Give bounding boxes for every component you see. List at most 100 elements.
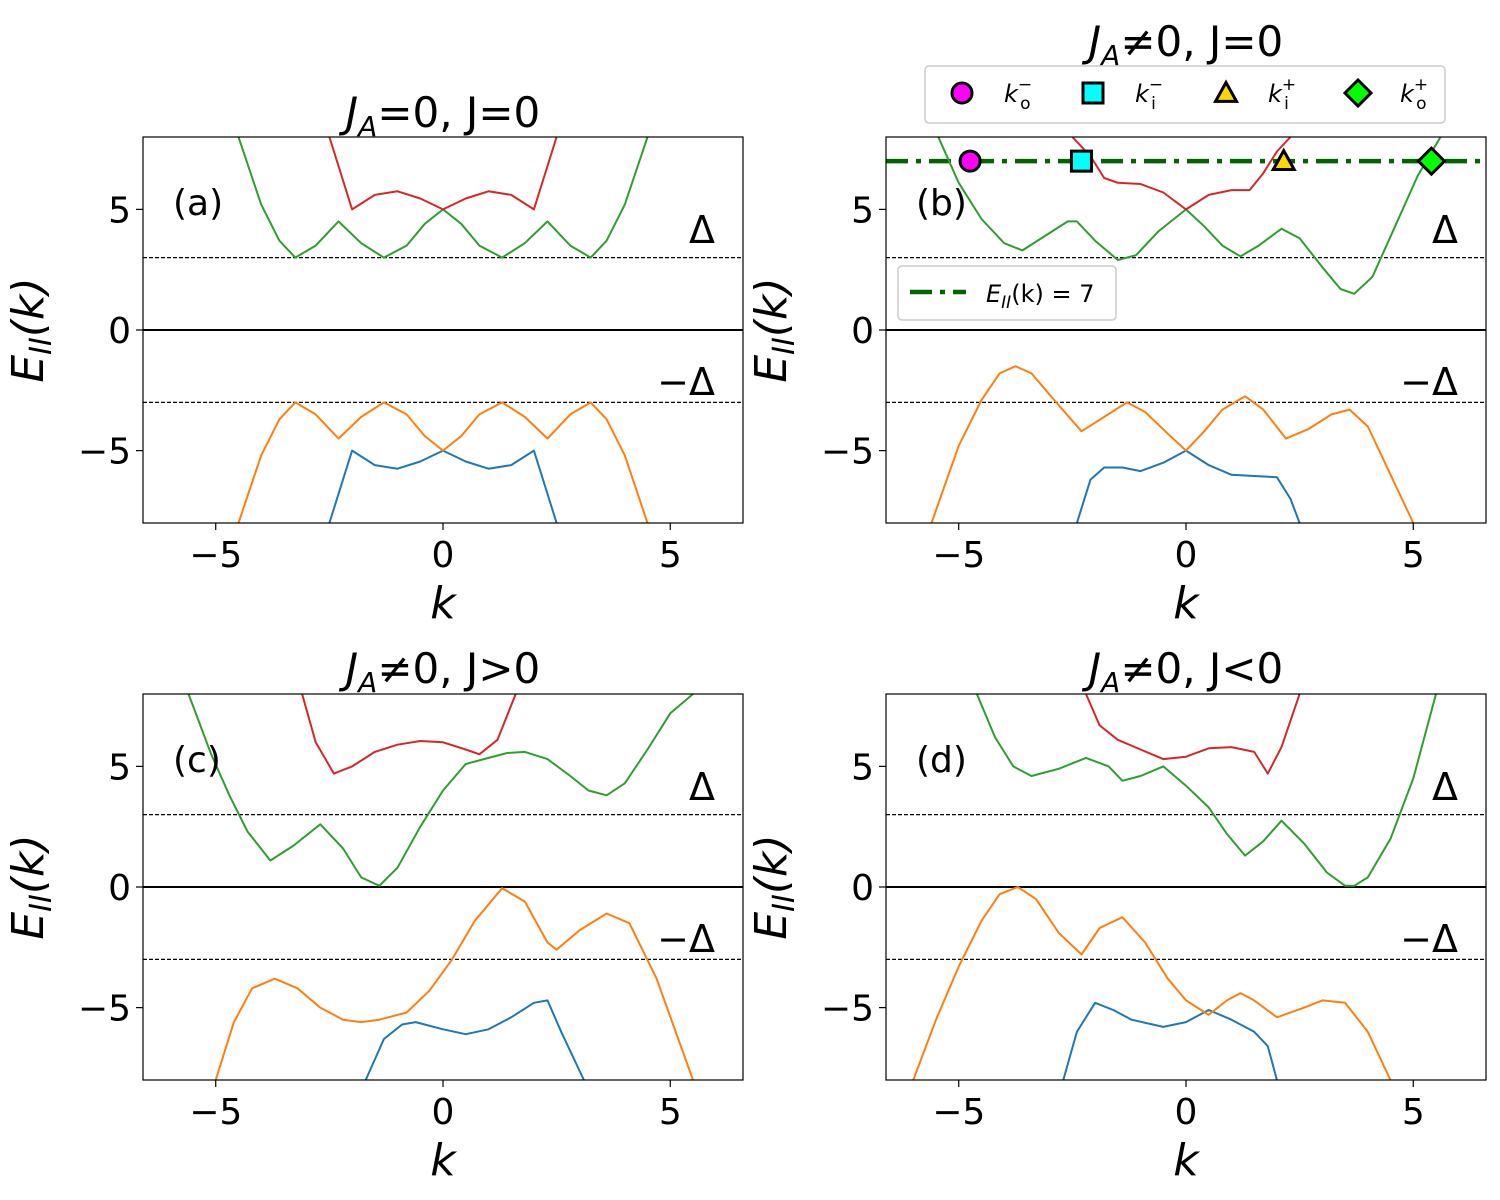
x-tick-label: 5	[659, 535, 682, 576]
series-line-2	[930, 365, 1415, 523]
series-line-3	[187, 694, 694, 887]
gap-label-upper: Δ	[1432, 208, 1458, 252]
legend-label: k− i	[1135, 75, 1163, 114]
gap-label-upper: Δ	[1432, 765, 1458, 809]
legend-label-base: k	[1004, 80, 1019, 108]
y-tick-label: 5	[851, 747, 874, 788]
chart-title: JA≠0, J>0	[339, 644, 540, 699]
y-axis-label: EII(k)	[746, 834, 802, 939]
series-line-2	[912, 886, 1392, 1080]
y-axis-label-sub: II	[24, 894, 59, 912]
marker-legend-box	[924, 65, 1446, 124]
reference-legend-sub: II	[1001, 293, 1011, 313]
y-axis-label: EII(k)	[3, 277, 59, 382]
series-group	[930, 137, 1442, 523]
legend-label: k− o	[1004, 75, 1032, 114]
legend-label-sub: i	[1284, 94, 1289, 114]
legend-label-sup: −	[1018, 75, 1032, 95]
y-axis-label-rest: (k)	[3, 277, 54, 337]
y-tick-label: −5	[821, 989, 874, 1030]
y-tick-label: −5	[78, 989, 131, 1030]
series-line-4	[1071, 137, 1292, 211]
x-tick-label: 5	[1402, 535, 1425, 576]
y-tick-label: 5	[108, 747, 131, 788]
legend-marker-diamond	[1342, 77, 1374, 109]
series-line-2	[214, 887, 694, 1080]
legend-label-sub: i	[1151, 94, 1156, 114]
x-tick-label: 5	[1402, 1092, 1425, 1133]
reference-legend-base: E	[986, 280, 1002, 308]
title-sub: A	[356, 666, 377, 699]
series-line-1	[328, 449, 558, 523]
y-axis-label-rest: (k)	[746, 834, 797, 894]
x-tick-label: 0	[432, 1092, 455, 1133]
series-line-3	[975, 694, 1437, 887]
series-line-3	[937, 137, 1442, 295]
legend-label-sub: o	[1416, 94, 1426, 114]
y-axis-label-sub: II	[767, 337, 802, 355]
y-axis-label-base: E	[3, 912, 54, 940]
reference-legend-box	[897, 265, 1117, 321]
legend-label-sup: +	[1282, 75, 1296, 95]
y-axis-label-rest: (k)	[746, 277, 797, 337]
x-axis-label: k	[430, 578, 457, 629]
x-tick-label: −5	[189, 535, 242, 576]
title-base: J	[1082, 17, 1101, 66]
y-tick-label: 5	[851, 190, 874, 231]
y-axis-label: EII(k)	[3, 834, 59, 939]
title-sub: A	[1099, 39, 1120, 72]
title-sub: A	[356, 110, 377, 143]
legend-label-base: k	[1135, 80, 1150, 108]
y-axis-label-sub: II	[24, 337, 59, 355]
title-rest: ≠0, J<0	[1120, 644, 1283, 693]
panel-a: −5 0 5 −5 0 5 k EII(k) JA=0, J=0 (a) Δ −Δ	[3, 88, 744, 629]
panel-c: −5 0 5 −5 0 5 k EII(k) JA≠0, J>0 (c) Δ −Δ	[3, 644, 744, 1186]
gap-label-lower: −Δ	[657, 360, 715, 404]
reference-legend: EII(k) = 7	[897, 265, 1117, 321]
legend-label-base: k	[1400, 80, 1415, 108]
gap-label-lower: −Δ	[1400, 360, 1458, 404]
series-group	[237, 137, 649, 523]
series-line-1	[364, 999, 585, 1080]
y-axis-label-base: E	[3, 355, 54, 383]
gap-label-upper: Δ	[689, 765, 715, 809]
legend-marker-triangle	[1212, 79, 1240, 103]
title-rest: ≠0, J=0	[1120, 17, 1283, 66]
reference-legend-rest: (k) = 7	[1011, 280, 1094, 308]
legend-label-sub: o	[1020, 94, 1030, 114]
x-tick-label: 5	[659, 1092, 682, 1133]
x-tick-label: 0	[1175, 1092, 1198, 1133]
y-axis-label-sub: II	[767, 894, 802, 912]
series-line-1	[1062, 1001, 1278, 1080]
y-tick-label: 5	[108, 190, 131, 231]
series-line-4	[328, 137, 558, 211]
marker-triangle	[1270, 147, 1297, 172]
legend-label-base: k	[1268, 80, 1283, 108]
panel-label: (a)	[173, 183, 223, 224]
y-axis-label-rest: (k)	[3, 834, 54, 894]
x-tick-label: −5	[189, 1092, 242, 1133]
x-tick-label: 0	[1175, 535, 1198, 576]
y-tick-label: 0	[851, 311, 874, 352]
legend-label-sup: −	[1149, 75, 1163, 95]
legend-label-sup: +	[1414, 75, 1428, 95]
y-tick-label: 0	[851, 868, 874, 909]
legend-label: k+ o	[1400, 75, 1428, 114]
y-tick-label: 0	[108, 868, 131, 909]
x-axis-label: k	[1173, 578, 1200, 629]
y-axis-label-base: E	[746, 355, 797, 383]
series-line-4	[1085, 694, 1301, 775]
legend-marker-circle	[950, 81, 974, 105]
legend-label: k+ i	[1268, 75, 1296, 114]
chart-title: JA=0, J=0	[339, 88, 540, 143]
chart-title: JA≠0, J=0	[1082, 17, 1283, 72]
series-line-3	[237, 137, 649, 259]
panel-label: (d)	[916, 740, 967, 781]
y-axis-label: EII(k)	[746, 277, 802, 382]
chart-title: JA≠0, J<0	[1082, 644, 1283, 699]
title-rest: =0, J=0	[377, 88, 540, 137]
title-base: J	[339, 644, 358, 693]
panel-d: −5 0 5 −5 0 5 k EII(k) JA≠0, J<0 (d) Δ −Δ	[746, 644, 1487, 1186]
